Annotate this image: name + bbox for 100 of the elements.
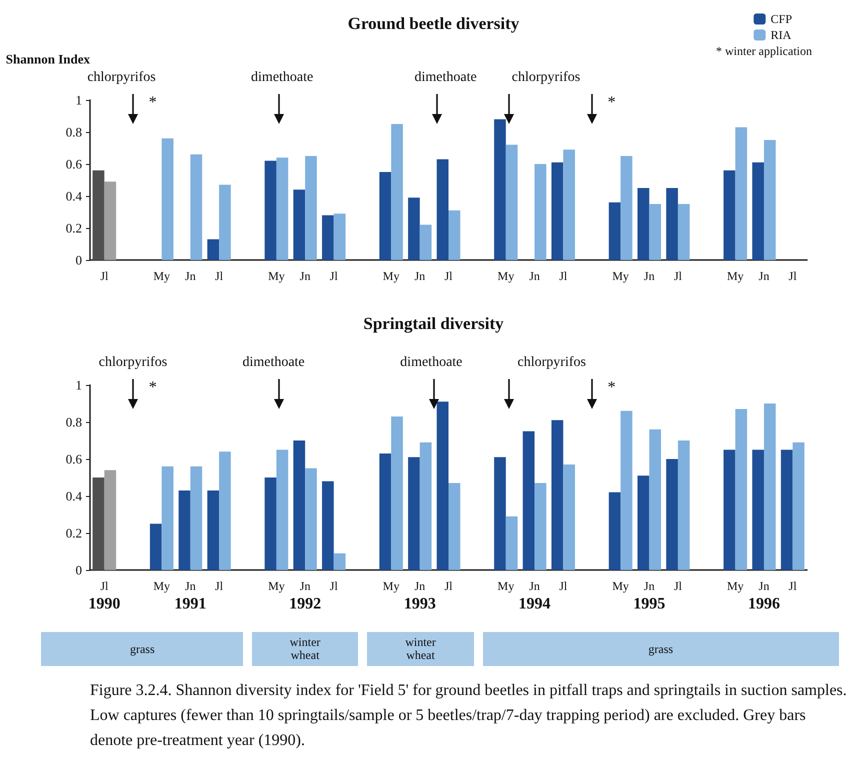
- bar: [207, 239, 220, 260]
- annotation: *: [608, 379, 616, 397]
- x-tick-label: Jl: [330, 269, 338, 283]
- x-tick-label: Jn: [414, 269, 426, 283]
- text: dimethoate: [251, 70, 314, 86]
- x-tick-label: Jl: [559, 579, 568, 593]
- bar: [276, 450, 288, 570]
- bar: [608, 202, 621, 260]
- x-tick-label: Jn 1991: [174, 579, 206, 612]
- y-tick-label: 1: [76, 378, 82, 392]
- text: dimethoate: [242, 355, 305, 371]
- x-tick-label: Jl: [444, 579, 454, 593]
- text: chlorpyrifos: [512, 70, 580, 86]
- bar: [305, 156, 317, 260]
- bar: [666, 188, 678, 260]
- bar: [162, 138, 174, 260]
- text: chlorpyrifos: [98, 355, 168, 371]
- annotation: *: [148, 379, 157, 397]
- bar: [534, 483, 546, 570]
- x-tick-label: Jn 1994: [518, 579, 551, 612]
- x-tick-label: Jn 1992: [289, 579, 322, 612]
- text: winter wheat: [366, 632, 474, 666]
- bar: [752, 450, 764, 570]
- y-tick-label: 0.8: [66, 124, 82, 140]
- bar: [678, 440, 690, 570]
- bar: [448, 483, 460, 570]
- bar: [322, 215, 334, 260]
- x-tick-label: Jn: [300, 269, 310, 283]
- x-tick-label: My: [382, 269, 400, 283]
- x-tick-label: Jl: [215, 579, 224, 593]
- x-tick-label: My: [612, 269, 629, 283]
- x-tick-label: My: [268, 269, 285, 283]
- bar: [608, 492, 621, 570]
- y-tick-label: 0.4: [66, 188, 82, 204]
- x-tick-label: Jl: [100, 269, 109, 283]
- bar: [534, 164, 546, 260]
- bar: [276, 158, 288, 260]
- bar: [379, 453, 392, 570]
- bar: [638, 476, 650, 570]
- legend-label: CFP: [770, 12, 792, 26]
- x-tick-label: Jl: [674, 269, 683, 283]
- bar: [293, 190, 306, 260]
- bar: [620, 410, 632, 570]
- bar: [162, 466, 174, 570]
- x-tick-label: Jl: [444, 269, 454, 283]
- x-tick-label: Jn: [644, 269, 655, 283]
- bar: [649, 429, 662, 570]
- x-tick-label: My: [382, 579, 400, 593]
- bar: [408, 457, 420, 570]
- x-tick-label: Jn 1993: [404, 579, 436, 612]
- bar: [752, 162, 764, 260]
- bar: [334, 214, 346, 260]
- chart-title: Springtail diversity: [363, 314, 504, 333]
- x-tick-label: My: [153, 269, 170, 283]
- bar: [150, 524, 162, 570]
- text: dimethoate: [414, 70, 477, 86]
- bar: [724, 170, 736, 260]
- text: grass: [41, 632, 244, 666]
- y-tick-label: 1: [76, 92, 82, 108]
- bar: [436, 402, 448, 570]
- text: grass: [482, 632, 839, 666]
- y-tick-label: 0.2: [66, 526, 82, 540]
- bar: [620, 156, 632, 260]
- y-tick-label: 0.6: [66, 452, 82, 466]
- bar: [104, 182, 116, 260]
- x-tick-label: My: [498, 579, 514, 593]
- bar: [638, 188, 650, 260]
- bar: [219, 452, 231, 570]
- x-tick-label: My: [153, 579, 170, 593]
- bar: [420, 442, 432, 570]
- bar: [305, 468, 317, 570]
- bar: [190, 466, 202, 570]
- bar: [436, 159, 448, 260]
- bar: [190, 154, 202, 260]
- legend-label: RIA: [770, 28, 792, 42]
- bar: [551, 162, 564, 260]
- y-tick-label: 0: [76, 562, 82, 578]
- bar: [724, 450, 736, 570]
- text: * winter application: [716, 44, 812, 59]
- x-tick-label: Jl: [559, 269, 568, 283]
- bar: [420, 224, 432, 260]
- x-tick-label: Jl: [788, 269, 798, 283]
- bar: [764, 140, 776, 260]
- bar: [391, 416, 403, 570]
- bar: [322, 481, 334, 570]
- bar: [522, 431, 535, 570]
- bar: [207, 490, 220, 570]
- caption: Figure 3.2.4. Shannon diversity index for 'Field 5' for ground beetles in pitfall traps and springtails in suction samples. Low captures (fewer than 10 springtails/sample or 5 beetles/trap/7-day trapping period) are excluded. Grey bars denote pre-treatment year (1990).: [90, 681, 848, 751]
- x-tick-label: Jn: [758, 269, 770, 283]
- bar: [563, 464, 575, 570]
- x-tick-label: Jn: [185, 269, 196, 283]
- bar: [563, 150, 575, 260]
- y-tick-label: 0.6: [66, 156, 82, 172]
- bar: [735, 127, 748, 260]
- bar: [666, 459, 678, 570]
- text: dimethoate: [400, 355, 462, 371]
- bar: [92, 478, 104, 570]
- bar: [104, 470, 116, 570]
- bar: [219, 184, 231, 260]
- x-tick-label: Jl: [215, 269, 224, 283]
